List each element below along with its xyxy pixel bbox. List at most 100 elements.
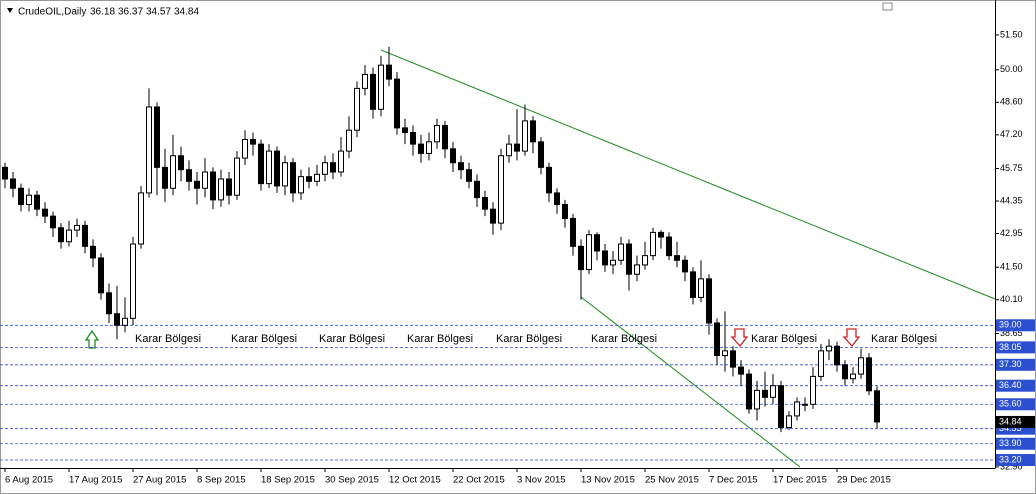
candle-body bbox=[474, 180, 480, 199]
candle-body bbox=[850, 373, 856, 380]
candle-body bbox=[442, 125, 448, 150]
candle-body bbox=[90, 245, 96, 259]
header-low: 34.57 bbox=[146, 7, 171, 18]
candle-body bbox=[658, 231, 664, 238]
candle-body bbox=[802, 403, 808, 406]
candle-body bbox=[418, 143, 424, 154]
candle-body bbox=[370, 73, 376, 110]
candle-body bbox=[258, 143, 264, 185]
candle-body bbox=[234, 157, 240, 196]
candle-body bbox=[202, 171, 208, 189]
candle-body bbox=[282, 162, 288, 187]
candle-body bbox=[794, 401, 800, 417]
candle-body bbox=[170, 155, 176, 189]
y-tick-label: 50.00 bbox=[1000, 64, 1023, 74]
candle-body bbox=[138, 192, 144, 245]
candle-body bbox=[402, 127, 408, 134]
zone-label: Karar Bölgesi bbox=[496, 333, 562, 345]
candle-body bbox=[122, 317, 128, 326]
candle-body bbox=[74, 224, 80, 231]
candle-body bbox=[810, 375, 816, 405]
menu-arrow[interactable] bbox=[7, 8, 13, 13]
candle-body bbox=[58, 227, 64, 243]
price-label: 34.84 bbox=[999, 416, 1022, 426]
candle-body bbox=[322, 162, 328, 175]
candle-body bbox=[98, 257, 104, 294]
candle-body bbox=[66, 229, 72, 243]
candle-body bbox=[490, 208, 496, 224]
y-tick-label: 47.20 bbox=[1000, 129, 1023, 139]
candle-body bbox=[586, 234, 592, 271]
candle-body bbox=[546, 166, 552, 194]
candle-body bbox=[250, 138, 256, 145]
candle-body bbox=[674, 255, 680, 261]
level-label: 37.30 bbox=[999, 359, 1022, 369]
x-tick-label: 27 Aug 2015 bbox=[133, 475, 186, 486]
x-tick-label: 22 Oct 2015 bbox=[453, 475, 505, 486]
candle-body bbox=[770, 385, 776, 398]
candle-body bbox=[146, 106, 152, 194]
x-tick-label: 7 Dec 2015 bbox=[709, 475, 758, 486]
trend-line bbox=[380, 49, 996, 300]
x-tick-label: 30 Sep 2015 bbox=[325, 475, 379, 486]
candle-body bbox=[514, 143, 520, 152]
header-open: 36.18 bbox=[90, 7, 115, 18]
candle-body bbox=[858, 357, 864, 375]
x-tick-label: 17 Dec 2015 bbox=[773, 475, 827, 486]
candle-body bbox=[498, 155, 504, 224]
up-arrow bbox=[84, 329, 100, 349]
x-tick-label: 29 Dec 2015 bbox=[837, 475, 891, 486]
candle-body bbox=[154, 106, 160, 168]
level-label: 38.05 bbox=[999, 342, 1022, 352]
candle-body bbox=[362, 73, 368, 89]
candle-body bbox=[610, 259, 616, 266]
y-tick-label: 42.95 bbox=[1000, 228, 1023, 238]
candle-body bbox=[298, 176, 304, 194]
symbol-title: CrudeOIL,Daily bbox=[18, 7, 86, 18]
candle-body bbox=[394, 78, 400, 129]
candle-body bbox=[458, 162, 464, 171]
candle-body bbox=[594, 234, 600, 252]
candle-body bbox=[634, 264, 640, 275]
candle-body bbox=[826, 345, 832, 352]
zone-label: Karar Bölgesi bbox=[591, 333, 657, 345]
candle-body bbox=[330, 162, 336, 173]
level-box bbox=[996, 398, 1035, 411]
zone-label: Karar Bölgesi bbox=[871, 333, 937, 345]
candle-body bbox=[562, 204, 568, 219]
candle-body bbox=[866, 357, 872, 392]
candle-body bbox=[666, 236, 672, 257]
candle-body bbox=[778, 385, 784, 429]
candle-body bbox=[690, 271, 696, 298]
candle-body bbox=[42, 208, 48, 217]
candle-body bbox=[626, 243, 632, 275]
level-box bbox=[996, 341, 1035, 354]
candle-body bbox=[746, 373, 752, 410]
level-box bbox=[996, 358, 1035, 371]
candle-body bbox=[218, 178, 224, 201]
candle-body bbox=[378, 64, 384, 110]
candle-body bbox=[434, 125, 440, 143]
candle-body bbox=[186, 169, 192, 182]
y-tick-label: 38.65 bbox=[1000, 328, 1023, 338]
candle-body bbox=[538, 141, 544, 168]
candle-body bbox=[178, 155, 184, 171]
candle-body bbox=[818, 350, 824, 377]
candle-body bbox=[346, 129, 352, 152]
candle-body bbox=[210, 171, 216, 201]
corner-icon[interactable] bbox=[882, 2, 893, 11]
y-tick-label: 48.60 bbox=[1000, 97, 1023, 107]
level-label: 34.55 bbox=[999, 423, 1022, 433]
candle-body bbox=[642, 255, 648, 266]
header-close: 34.84 bbox=[174, 7, 199, 18]
y-tick-label: 45.75 bbox=[1000, 163, 1023, 173]
x-tick-label: 12 Oct 2015 bbox=[389, 475, 441, 486]
level-box bbox=[996, 319, 1035, 332]
x-tick-label: 13 Nov 2015 bbox=[581, 475, 635, 486]
candle-body bbox=[18, 187, 24, 206]
level-label: 33.90 bbox=[999, 438, 1022, 448]
level-label: 39.00 bbox=[999, 320, 1022, 330]
candle-body bbox=[682, 259, 688, 273]
candle-body bbox=[450, 148, 456, 164]
candle-body bbox=[50, 215, 56, 229]
